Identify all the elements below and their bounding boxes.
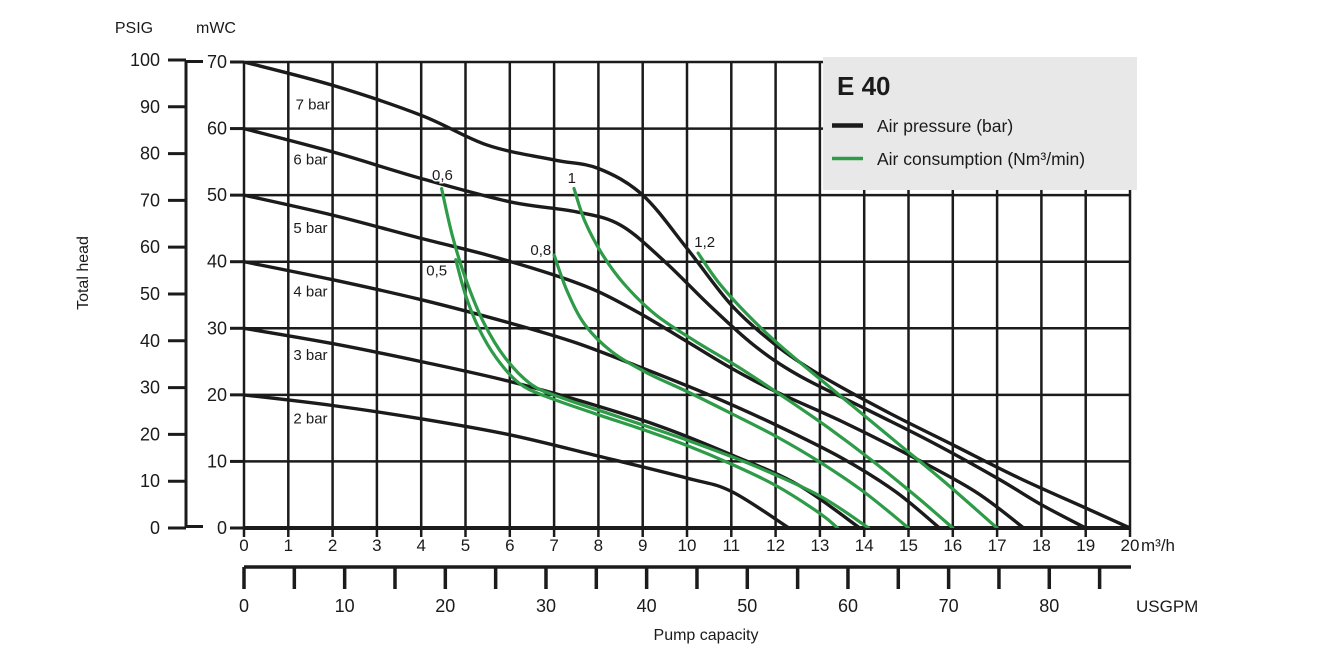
air-consumption-curve-0-6	[440, 186, 871, 528]
psig-axis-header: PSIG	[115, 20, 153, 37]
plot-grid	[242, 60, 1132, 530]
curve-label-0-5: 0,5	[426, 263, 447, 280]
legend-title: E 40	[837, 71, 891, 101]
m3h-tick-label: 6	[505, 536, 514, 555]
psig-tick-label: 70	[140, 190, 160, 210]
air-pressure-curve-2-bar	[244, 393, 791, 528]
m3h-tick-label: 8	[594, 536, 603, 555]
air-consumption-legend-label: Air consumption (Nm³/min)	[877, 149, 1085, 169]
x-axis-title: Pump capacity	[654, 627, 759, 644]
m3h-tick-label: 4	[416, 536, 425, 555]
usgpm-tick-label: 10	[335, 596, 355, 616]
psig-tick-label: 60	[140, 237, 160, 257]
air-consumption-curve-1	[572, 186, 955, 528]
psig-tick-label: 90	[140, 97, 160, 117]
m3h-tick-label: 7	[549, 536, 558, 555]
mwc-axis-header: mWC	[196, 20, 236, 37]
y-axis-title: Total head	[75, 236, 92, 310]
mwc-tick-label: 50	[207, 185, 227, 205]
curve-label-2-bar: 2 bar	[293, 410, 327, 427]
m3h-tick-label: 18	[1032, 536, 1051, 555]
air-consumption-curve-1-2	[696, 251, 999, 528]
legend-box: E 40 Air pressure (bar) Air consumption …	[823, 57, 1137, 190]
m3h-tick-label: 5	[461, 536, 470, 555]
psig-tick-label: 80	[140, 144, 160, 164]
psig-tick-label: 30	[140, 378, 160, 398]
air-pressure-curve-5-bar	[244, 193, 1026, 528]
m3h-tick-label: 14	[855, 536, 874, 555]
curve-label-6-bar: 6 bar	[293, 152, 327, 169]
m3h-tick-label: 16	[943, 536, 962, 555]
usgpm-tick-label: 80	[1039, 596, 1059, 616]
m3h-tick-label: 11	[722, 536, 740, 555]
mwc-tick-label: 70	[207, 52, 227, 72]
mwc-tick-label: 30	[207, 318, 227, 338]
m3h-tick-label: 19	[1076, 536, 1095, 555]
usgpm-unit-label: USGPM	[1136, 597, 1198, 616]
air-consumption-curve-0-5	[454, 258, 840, 528]
curve-label-1-2: 1,2	[694, 234, 715, 251]
m3h-tick-label: 12	[766, 536, 785, 555]
m3h-tick-label: 15	[899, 536, 918, 555]
m3h-tick-label: 3	[372, 536, 381, 555]
m3h-tick-label: 20	[1121, 536, 1140, 555]
air-consumption-curve-0-8	[552, 253, 911, 528]
performance-curves	[244, 62, 1130, 528]
m3h-tick-label: 9	[638, 536, 647, 555]
psig-tick-label: 10	[140, 471, 160, 491]
m3h-tick-label: 10	[678, 536, 697, 555]
psig-tick-label: 50	[140, 284, 160, 304]
usgpm-tick-label: 60	[838, 596, 858, 616]
psig-tick-label: 0	[150, 518, 160, 538]
usgpm-tick-label: 40	[637, 596, 657, 616]
usgpm-tick-label: 50	[737, 596, 757, 616]
curve-label-1: 1	[568, 170, 576, 187]
curve-label-7-bar: 7 bar	[296, 96, 330, 113]
usgpm-tick-label: 70	[939, 596, 959, 616]
m3h-tick-label: 13	[810, 536, 829, 555]
air-pressure-curve-6-bar	[244, 126, 1088, 528]
curve-label-3-bar: 3 bar	[293, 347, 327, 364]
m3h-tick-label: 2	[328, 536, 337, 555]
m3h-tick-label: 17	[988, 536, 1007, 555]
mwc-tick-label: 10	[207, 451, 227, 471]
psig-tick-label: 20	[140, 424, 160, 444]
curve-label-0-8: 0,8	[530, 242, 551, 259]
usgpm-tick-label: 30	[536, 596, 556, 616]
curve-label-0-6: 0,6	[432, 167, 453, 184]
usgpm-tick-label: 0	[239, 596, 249, 616]
mwc-tick-label: 0	[217, 518, 227, 538]
curve-label-4-bar: 4 bar	[293, 283, 327, 300]
m3h-tick-label: 1	[284, 536, 293, 555]
air-pressure-curve-7-bar	[244, 62, 1130, 528]
psig-tick-label: 100	[130, 50, 160, 70]
mwc-tick-label: 40	[207, 252, 227, 272]
air-pressure-legend-label: Air pressure (bar)	[877, 116, 1013, 136]
curve-label-5-bar: 5 bar	[293, 220, 327, 237]
mwc-tick-label: 60	[207, 119, 227, 139]
curve-value-labels: 2 bar 3 bar 4 bar 5 bar 6 bar 7 bar 0,5 0,6 0,8 1…	[292, 95, 717, 429]
mwc-tick-label: 20	[207, 385, 227, 405]
m3h-unit-label: m³/h	[1141, 536, 1175, 555]
usgpm-tick-label: 20	[435, 596, 455, 616]
legend-panel	[823, 57, 1137, 190]
psig-tick-label: 40	[140, 331, 160, 351]
m3h-tick-label: 0	[239, 536, 248, 555]
